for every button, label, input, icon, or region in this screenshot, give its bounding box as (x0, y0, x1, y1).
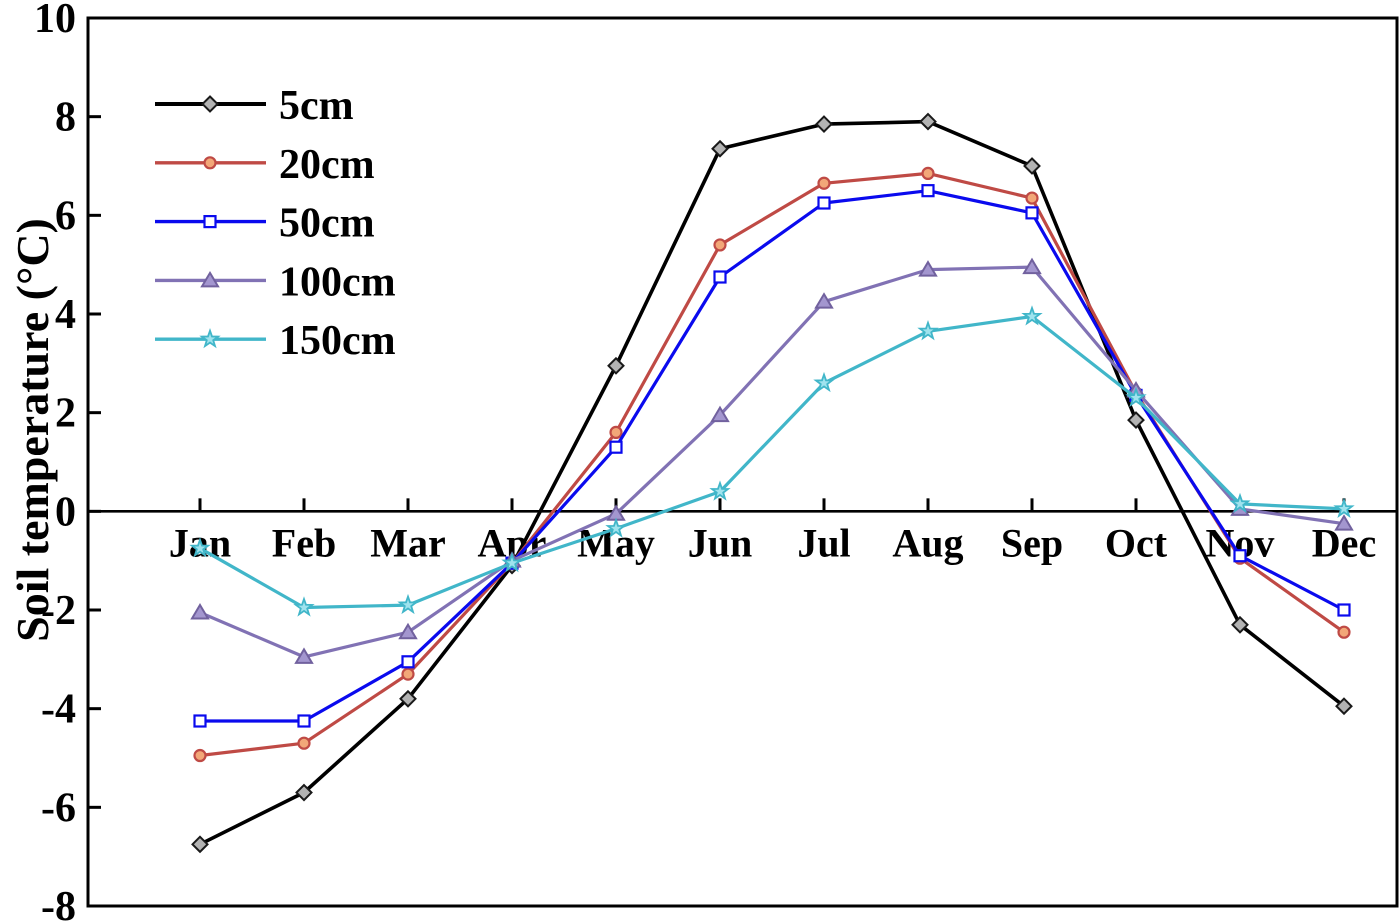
legend-label-100cm: 100cm (279, 259, 396, 305)
legend-item-5cm: 5cm (155, 83, 354, 129)
legend-label-50cm: 50cm (279, 201, 375, 247)
month-label: Jul (797, 520, 850, 565)
legend: 5cm 20cm 50cm 100cm 150cm (155, 83, 396, 364)
diamond-marker (1127, 411, 1145, 429)
diamond-marker (919, 112, 937, 131)
y-tick-label: 2 (55, 391, 76, 437)
star-marker (1125, 386, 1147, 407)
series-line-150cm (199, 314, 1345, 610)
legend-label-20cm: 20cm (279, 142, 375, 188)
square-marker (817, 196, 831, 210)
circle-marker (401, 667, 415, 681)
star-marker (1333, 497, 1355, 518)
triangle-marker (814, 292, 834, 309)
diamond-marker (295, 783, 313, 802)
y-tick-label: -8 (41, 884, 76, 921)
circle-marker (1025, 191, 1039, 205)
circle-marker (193, 748, 207, 763)
circle-marker (817, 176, 831, 190)
y-axis-title: Soil temperature (°C) (7, 218, 58, 642)
circle-marker (921, 166, 935, 180)
month-label: Mar (370, 520, 446, 565)
series-line-50cm (200, 189, 1345, 723)
star-marker (199, 327, 221, 349)
square-marker (1337, 603, 1351, 617)
triangle-marker (1022, 257, 1042, 275)
triangle-marker (398, 622, 418, 640)
month-label: Oct (1105, 520, 1168, 565)
star-marker (813, 371, 835, 393)
circle-marker (203, 156, 217, 170)
square-marker (203, 215, 217, 229)
star-marker (709, 480, 731, 501)
y-tick-label: -4 (41, 687, 76, 733)
triangle-marker (710, 405, 730, 423)
legend-label-150cm: 150cm (279, 318, 396, 364)
circle-marker (297, 736, 311, 750)
triangle-marker (294, 647, 314, 664)
series-100cm (190, 257, 1354, 664)
series-line-5cm (199, 119, 1346, 846)
y-tick-label: -2 (41, 588, 76, 634)
triangle-marker (1334, 514, 1354, 531)
diamond-marker (1335, 697, 1353, 716)
y-tick-label: 6 (55, 193, 76, 239)
triangle-marker (190, 603, 210, 620)
series-20cm (193, 166, 1351, 763)
square-marker (921, 184, 935, 198)
month-label: Feb (272, 520, 336, 565)
star-marker (293, 596, 315, 617)
legend-item-150cm: 150cm (155, 318, 396, 364)
y-tick-label: -6 (41, 785, 76, 831)
star-marker (917, 320, 939, 341)
diamond-marker (191, 835, 209, 854)
diamond-marker (607, 356, 625, 375)
y-tick-label: 8 (55, 95, 76, 141)
diamond-marker (711, 139, 729, 158)
y-axis: 10 8 6 4 2 0 -2 -4 -6 -8 (34, 0, 101, 921)
star-marker (1021, 305, 1043, 326)
diamond-marker (201, 95, 219, 113)
circle-marker (713, 238, 727, 252)
x-axis: JanFebMarAprMayJunJulAugSepOctNovDec (88, 498, 1397, 565)
legend-item-50cm: 50cm (155, 201, 375, 247)
y-tick-label: 4 (55, 292, 76, 338)
star-marker (189, 537, 211, 558)
square-marker (713, 270, 727, 284)
diamond-marker (1231, 615, 1249, 634)
square-marker (193, 714, 207, 728)
triangle-marker (200, 270, 220, 288)
square-marker (1233, 549, 1247, 563)
circle-marker (609, 425, 623, 439)
diamond-marker (815, 115, 833, 133)
square-marker (401, 655, 415, 669)
legend-item-20cm: 20cm (155, 142, 375, 188)
month-label: Jun (688, 520, 753, 565)
circle-marker (1337, 625, 1351, 639)
star-marker (605, 517, 627, 538)
legend-item-100cm: 100cm (155, 259, 396, 305)
diamond-marker (399, 689, 417, 708)
square-marker (609, 440, 623, 454)
square-marker (297, 714, 311, 728)
star-marker (1229, 492, 1251, 514)
series-150cm (189, 305, 1355, 617)
month-label: Aug (892, 520, 963, 565)
legend-label-5cm: 5cm (279, 83, 354, 129)
square-marker (1025, 206, 1039, 220)
star-marker (501, 551, 523, 573)
y-tick-label: 10 (34, 0, 76, 42)
y-tick-label: 0 (55, 489, 76, 535)
diamond-marker (1023, 157, 1041, 175)
plot-frame (86, 16, 1399, 908)
series-line-100cm (199, 265, 1345, 659)
triangle-marker (918, 260, 938, 277)
month-label: Sep (1001, 520, 1063, 565)
star-marker (397, 593, 419, 615)
